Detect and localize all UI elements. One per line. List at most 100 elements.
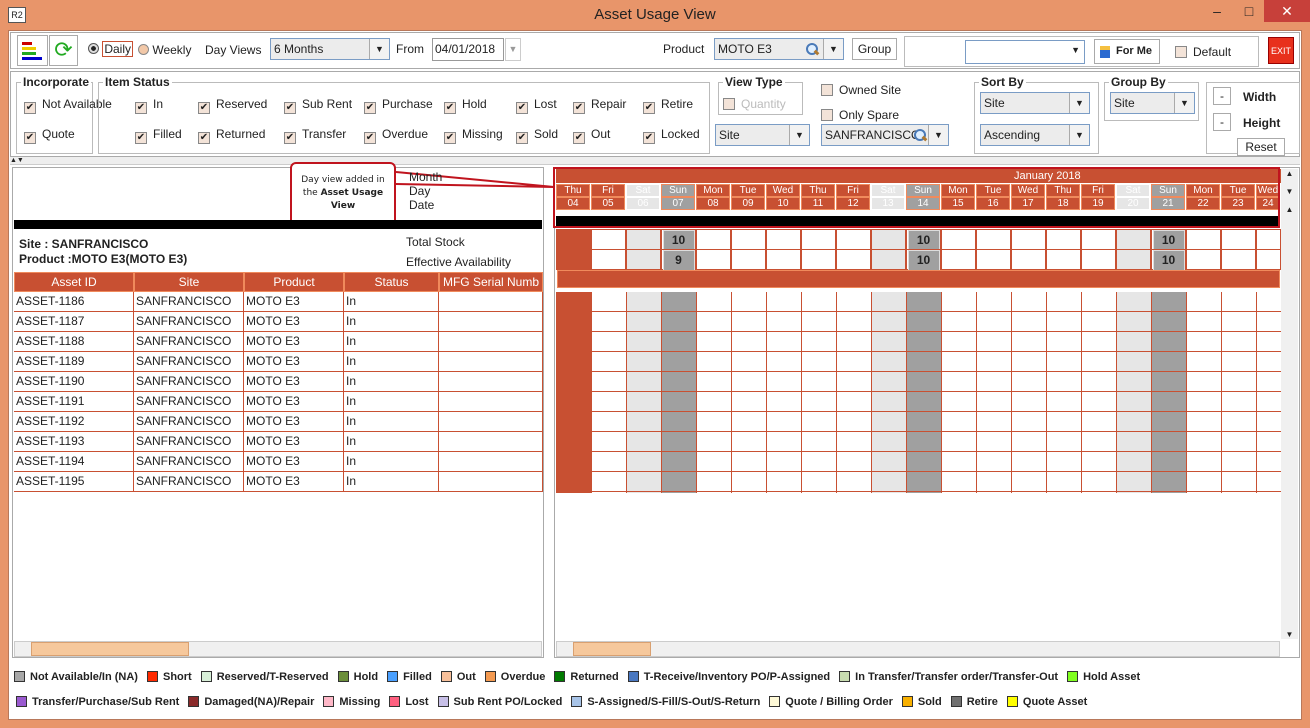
site-search-select[interactable]: SANFRANCISCO ▼	[821, 124, 949, 146]
width-minus-button[interactable]: -	[1213, 87, 1231, 105]
table-cell[interactable]: MOTO E3	[244, 452, 344, 472]
date-header[interactable]: 23	[1221, 197, 1255, 210]
status-checkbox-purchase[interactable]: ✔ Purchase	[364, 97, 433, 114]
maximize-button[interactable]: □	[1244, 3, 1254, 19]
date-header[interactable]: 15	[941, 197, 975, 210]
for-me-button[interactable]: For Me	[1094, 39, 1160, 64]
day-header[interactable]: Thu	[801, 184, 835, 197]
date-header[interactable]: 18	[1046, 197, 1080, 210]
date-header[interactable]: 19	[1081, 197, 1115, 210]
day-header[interactable]: Thu	[556, 184, 590, 197]
date-header[interactable]: 14	[906, 197, 940, 210]
left-horizontal-scrollbar[interactable]	[14, 641, 542, 657]
table-cell[interactable]: MOTO E3	[244, 292, 344, 312]
column-header[interactable]: Site	[134, 272, 244, 292]
table-cell[interactable]: SANFRANCISCO	[134, 312, 244, 332]
saved-view-select[interactable]: ▼	[965, 40, 1085, 64]
table-cell[interactable]	[439, 472, 543, 492]
column-header[interactable]: MFG Serial Numb	[439, 272, 543, 292]
day-header[interactable]: Sat	[1116, 184, 1150, 197]
minimize-button[interactable]: –	[1213, 3, 1221, 19]
usage-column[interactable]	[1116, 292, 1151, 493]
table-cell[interactable]	[439, 312, 543, 332]
table-cell[interactable]: In	[344, 312, 439, 332]
usage-column[interactable]	[906, 292, 941, 493]
date-header[interactable]: 09	[731, 197, 765, 210]
table-cell[interactable]: In	[344, 332, 439, 352]
status-checkbox-lost[interactable]: ✔ Lost	[516, 97, 557, 114]
group-by-select[interactable]: Site ▼	[1110, 92, 1195, 114]
column-header[interactable]: Asset ID	[14, 272, 134, 292]
usage-column[interactable]	[871, 292, 906, 493]
table-cell[interactable]	[439, 292, 543, 312]
day-header[interactable]: Mon	[696, 184, 730, 197]
table-cell[interactable]: MOTO E3	[244, 432, 344, 452]
table-cell[interactable]: SANFRANCISCO	[134, 332, 244, 352]
default-checkbox[interactable]: Default	[1175, 45, 1231, 59]
usage-column[interactable]	[941, 292, 976, 493]
table-cell[interactable]: ASSET-1187	[14, 312, 134, 332]
refresh-icon[interactable]: ⟳	[49, 35, 78, 66]
calendar-dropdown-button[interactable]: ▼	[505, 38, 521, 61]
close-button[interactable]: ✕	[1264, 0, 1310, 22]
day-header[interactable]: Sun	[1151, 184, 1185, 197]
table-cell[interactable]: ASSET-1190	[14, 372, 134, 392]
table-cell[interactable]: MOTO E3	[244, 352, 344, 372]
day-header[interactable]: Mon	[1186, 184, 1220, 197]
date-header[interactable]: 04	[556, 197, 590, 210]
table-cell[interactable]: In	[344, 412, 439, 432]
status-checkbox-retire[interactable]: ✔ Retire	[643, 97, 694, 114]
table-cell[interactable]: ASSET-1191	[14, 392, 134, 412]
day-header[interactable]: Sun	[661, 184, 695, 197]
table-cell[interactable]	[439, 392, 543, 412]
table-cell[interactable]: SANFRANCISCO	[134, 392, 244, 412]
table-cell[interactable]: SANFRANCISCO	[134, 352, 244, 372]
status-checkbox-sub-rent[interactable]: ✔ Sub Rent	[284, 97, 353, 114]
day-header[interactable]: Sat	[626, 184, 660, 197]
table-cell[interactable]: SANFRANCISCO	[134, 452, 244, 472]
date-header[interactable]: 10	[766, 197, 800, 210]
usage-column[interactable]	[731, 292, 766, 493]
sort-order-select[interactable]: Ascending ▼	[980, 124, 1090, 146]
day-header[interactable]: Mon	[941, 184, 975, 197]
daily-radio[interactable]: Daily	[88, 41, 134, 57]
table-cell[interactable]: SANFRANCISCO	[134, 432, 244, 452]
owned-site-checkbox[interactable]: Owned Site	[821, 83, 901, 97]
usage-column[interactable]	[696, 292, 731, 493]
status-checkbox-missing[interactable]: ✔ Missing	[444, 127, 503, 144]
table-cell[interactable]: ASSET-1188	[14, 332, 134, 352]
sort-field-select[interactable]: Site ▼	[980, 92, 1090, 114]
table-cell[interactable]: ASSET-1186	[14, 292, 134, 312]
usage-column[interactable]	[1011, 292, 1046, 493]
day-header[interactable]: Tue	[976, 184, 1010, 197]
table-cell[interactable]: SANFRANCISCO	[134, 372, 244, 392]
usage-column[interactable]	[836, 292, 871, 493]
day-views-select[interactable]: 6 Months ▼	[270, 38, 390, 60]
status-checkbox-locked[interactable]: ✔ Locked	[643, 127, 700, 144]
usage-column[interactable]	[1186, 292, 1221, 493]
scroll-thumb[interactable]	[573, 642, 651, 656]
product-select[interactable]: MOTO E3 ▼	[714, 38, 844, 60]
usage-column[interactable]	[1221, 292, 1256, 493]
usage-column[interactable]	[801, 292, 836, 493]
table-cell[interactable]	[439, 332, 543, 352]
day-header[interactable]: Sun	[906, 184, 940, 197]
date-header[interactable]: 08	[696, 197, 730, 210]
usage-column[interactable]	[626, 292, 661, 493]
exit-button[interactable]: EXIT	[1268, 37, 1294, 64]
view-type-select[interactable]: Site ▼	[715, 124, 810, 146]
table-cell[interactable]: In	[344, 472, 439, 492]
day-header[interactable]: Tue	[1221, 184, 1255, 197]
table-cell[interactable]: SANFRANCISCO	[134, 412, 244, 432]
from-date-input[interactable]: 04/01/2018	[432, 38, 504, 61]
date-header[interactable]: 12	[836, 197, 870, 210]
date-header[interactable]: 06	[626, 197, 660, 210]
date-header[interactable]: 16	[976, 197, 1010, 210]
day-header[interactable]: Fri	[591, 184, 625, 197]
legend-toggle-button[interactable]	[17, 35, 48, 66]
table-cell[interactable]	[439, 452, 543, 472]
status-checkbox-in[interactable]: ✔ In	[135, 97, 164, 114]
day-header[interactable]: Fri	[1081, 184, 1115, 197]
search-icon[interactable]	[913, 127, 927, 143]
status-checkbox-sold[interactable]: ✔ Sold	[516, 127, 559, 144]
